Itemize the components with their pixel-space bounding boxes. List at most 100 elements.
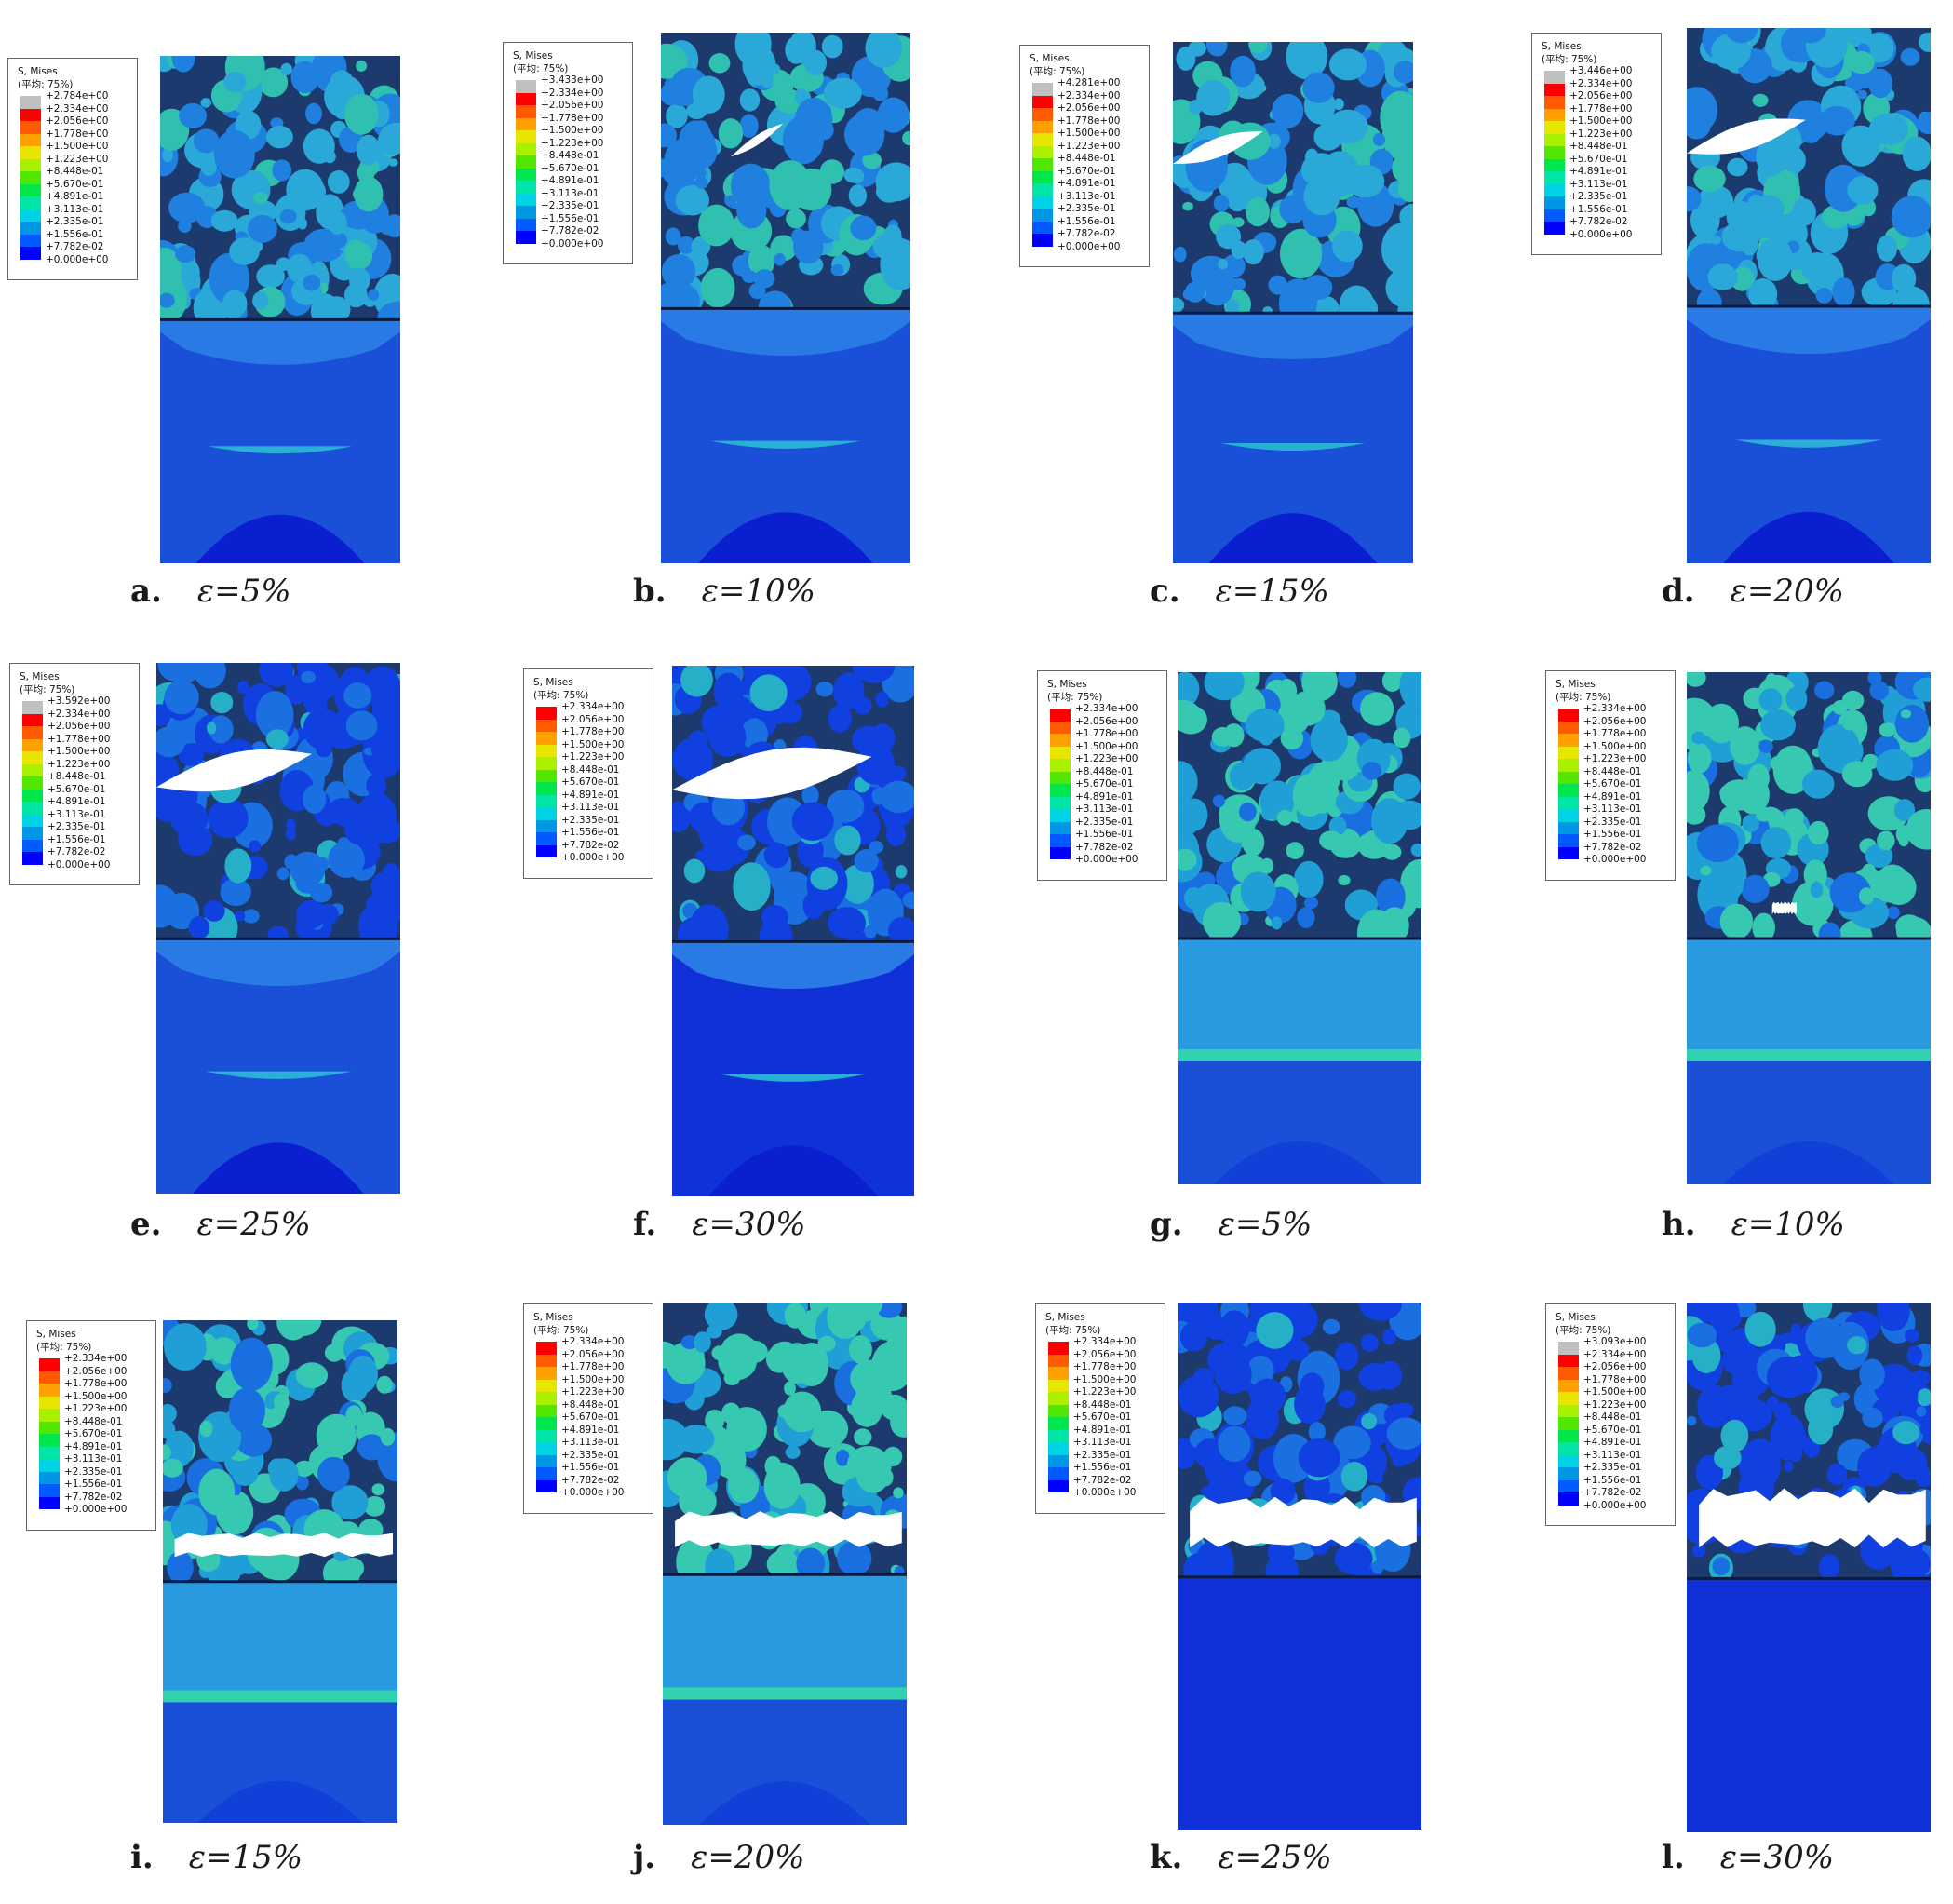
aggregate	[885, 823, 906, 846]
aggregate	[230, 1337, 273, 1391]
legend-value: +0.000e+00	[47, 858, 111, 871]
stress-contour-model	[1687, 1303, 1931, 1832]
legend-swatch	[1558, 1429, 1579, 1442]
legend-swatch	[516, 155, 536, 169]
legend-swatch	[1558, 834, 1579, 847]
stress-band	[699, 1780, 870, 1825]
aggregate	[164, 680, 199, 715]
aggregate	[363, 1495, 386, 1517]
legend-swatch	[1050, 784, 1071, 797]
aggregate	[769, 1341, 801, 1369]
aggregate	[286, 169, 325, 211]
aggregate	[1814, 681, 1835, 700]
legend-swatch	[22, 814, 43, 827]
legend-value: +2.334e+00	[1057, 89, 1121, 101]
legend-swatch	[536, 707, 557, 720]
aggregate	[815, 682, 834, 697]
legend-value: +1.223e+00	[561, 1386, 625, 1398]
aggregate	[1715, 862, 1744, 901]
legend-value: +4.891e-01	[561, 1424, 620, 1436]
legend-color-bar	[1558, 1342, 1579, 1506]
aggregate	[1386, 1417, 1421, 1450]
strain-label: ε=5%	[196, 573, 291, 610]
legend-color-bar	[536, 707, 557, 857]
aggregate	[1178, 672, 1200, 707]
legend-swatch	[1048, 1467, 1069, 1480]
legend-swatch	[1048, 1392, 1069, 1405]
legend-swatch	[1558, 759, 1579, 772]
aggregate	[175, 245, 196, 263]
aggregate	[801, 785, 819, 806]
legend-swatch	[1558, 721, 1579, 734]
legend-value: +8.448e-01	[561, 1398, 620, 1411]
aggregate	[1223, 1406, 1247, 1425]
aggregate	[1382, 844, 1402, 860]
aggregate	[1360, 692, 1394, 726]
legend-swatch	[1544, 183, 1565, 196]
legend-value: +2.056e+00	[541, 100, 604, 111]
legend-value: +7.782e-02	[561, 1474, 620, 1486]
legend-swatch	[1544, 171, 1565, 184]
panel-label: h.	[1662, 1206, 1696, 1243]
aggregate	[1719, 903, 1754, 939]
legend-swatch	[39, 1409, 60, 1422]
legend-swatch	[1558, 1467, 1579, 1480]
stress-band	[1687, 938, 1931, 1049]
legend-value: +4.891e-01	[541, 175, 599, 186]
legend-swatch	[20, 108, 41, 121]
aggregate	[692, 75, 725, 114]
aggregate	[356, 134, 381, 166]
aggregate	[834, 825, 861, 856]
stress-band	[672, 941, 914, 990]
stress-legend: S, Mises (平均: 75%) +2.784e+00 +2.334e+00 +2.…	[7, 58, 138, 280]
legend-value: +1.223e+00	[64, 1403, 128, 1414]
legend-swatch	[536, 732, 557, 745]
legend-value: +1.500e+00	[1583, 1386, 1647, 1398]
aggregate	[329, 1523, 344, 1538]
legend-swatch	[1050, 734, 1071, 747]
legend-swatch	[1048, 1379, 1069, 1392]
legend-value: +1.556e-01	[561, 1462, 620, 1473]
legend-color-bar	[1032, 83, 1053, 247]
aggregate	[1346, 196, 1361, 209]
aggregate	[1250, 1378, 1286, 1414]
aggregate	[1719, 779, 1758, 811]
panel-caption: d. ε=20%	[1662, 573, 1844, 610]
aggregate	[742, 45, 776, 86]
aggregate	[1900, 709, 1912, 719]
legend-value: +0.000e+00	[1073, 1487, 1137, 1498]
aggregate	[1272, 93, 1304, 128]
aggregate	[1242, 239, 1264, 265]
legend-value: +1.500e+00	[1057, 128, 1121, 139]
aggregate	[1869, 681, 1889, 700]
aggregate	[1687, 865, 1699, 877]
legend-value: +7.782e-02	[46, 241, 104, 252]
legend-value: +1.500e+00	[1583, 740, 1647, 752]
aggregate	[215, 1373, 240, 1398]
aggregate	[828, 907, 867, 939]
legend-swatch	[1032, 234, 1053, 247]
aggregate	[357, 1434, 386, 1461]
aggregate	[1818, 1554, 1840, 1580]
legend-values: +4.281e+00 +2.334e+00 +2.056e+00 +1.778e+00…	[1057, 77, 1120, 253]
legend-value: +4.891e-01	[1583, 790, 1642, 803]
legend-value: +2.056e+00	[561, 713, 625, 725]
aggregate	[1173, 246, 1187, 263]
stress-legend: S, Mises (平均: 75%) +3.592e+00 +2.334e+00 +2.…	[9, 663, 140, 885]
aggregate	[1868, 68, 1892, 99]
legend-value: +5.670e-01	[1583, 778, 1642, 790]
legend-subtitle: (平均: 75%)	[1556, 692, 1611, 703]
legend-subtitle: (平均: 75%)	[1045, 1325, 1101, 1336]
aggregate	[349, 267, 370, 292]
aggregate	[259, 663, 293, 687]
panel-label: i.	[130, 1839, 154, 1876]
aggregate	[1784, 1461, 1794, 1472]
aggregate	[850, 215, 877, 241]
legend-value: +2.335e-01	[1073, 1449, 1132, 1461]
legend-value: +5.670e-01	[1073, 1411, 1132, 1423]
aggregate	[247, 1320, 259, 1330]
aggregate	[1808, 1413, 1834, 1445]
aggregate	[1271, 916, 1283, 930]
legend-value: +2.335e-01	[561, 1449, 620, 1461]
aggregate	[678, 1425, 715, 1454]
